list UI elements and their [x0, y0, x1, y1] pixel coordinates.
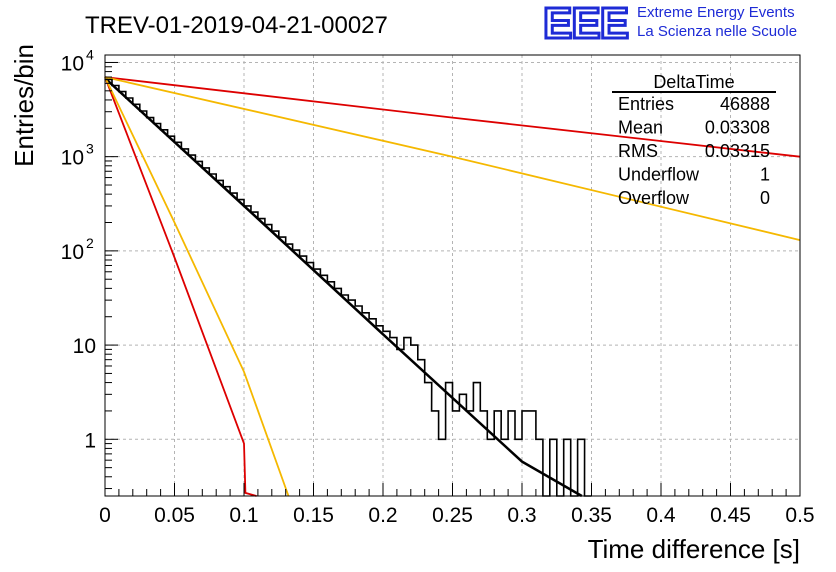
- x-tick-label: 0.35: [571, 504, 612, 527]
- stats-label: RMS: [618, 141, 658, 161]
- grid: [105, 55, 800, 496]
- x-tick-label: 0.4: [646, 504, 676, 527]
- eee-logo-mark: EEE: [543, 2, 629, 42]
- stats-value: 0.03308: [705, 118, 770, 138]
- x-tick-labels: 0 0.05 0.1 0.15 0.2 0.25 0.3 0.35 0.4 0.45 0.5: [99, 504, 814, 527]
- x-tick-label: 0.1: [229, 504, 258, 527]
- y-tick-exponent: 4: [86, 46, 94, 62]
- x-tick-label: 0.25: [432, 504, 473, 527]
- axis-ticks: [104, 61, 801, 496]
- stats-value: 0: [760, 188, 770, 208]
- fit-curve: [104, 76, 801, 241]
- stats-label: Mean: [618, 118, 663, 138]
- chart-title: TREV-01-2019-04-21-00027: [85, 12, 388, 39]
- fit-curve: [104, 76, 290, 497]
- stats-label: Underflow: [618, 165, 700, 185]
- logo-line-2: La Scienza nelle Scuole: [637, 23, 798, 40]
- y-axis-label: Entries/bin: [9, 44, 39, 167]
- stats-value: 0.03315: [705, 141, 770, 161]
- y-tick-exponent: 3: [86, 141, 94, 157]
- y-tick-label: 10: [61, 52, 84, 75]
- histogram: [105, 78, 592, 497]
- x-axis-label: Time difference [s]: [588, 534, 800, 564]
- eee-logo-text: EEE: [543, 2, 628, 42]
- histogram-steps: [105, 78, 592, 497]
- stats-box: DeltaTime Entries 46888 Mean 0.03308 RMS 0.03…: [612, 72, 776, 208]
- fit-curve: [104, 77, 583, 498]
- fit-curves: [104, 76, 801, 498]
- stats-value: 1: [760, 165, 770, 185]
- x-tick-label: 0: [99, 504, 111, 527]
- x-tick-label: 0.2: [368, 504, 397, 527]
- x-tick-label: 0.5: [785, 504, 814, 527]
- fit-curve: [104, 76, 257, 497]
- y-tick-exponent: 2: [86, 235, 94, 251]
- logo-caption: Extreme Energy Events La Scienza nelle S…: [637, 3, 797, 41]
- stats-title: DeltaTime: [653, 72, 734, 92]
- stats-value: 46888: [720, 94, 770, 114]
- y-tick-label: 1: [84, 429, 96, 452]
- x-tick-label: 0.3: [507, 504, 536, 527]
- x-tick-label: 0.45: [710, 504, 751, 527]
- stats-rows: Entries 46888 Mean 0.03308 RMS 0.03315Underfl…: [618, 94, 770, 208]
- y-tick-label: 10: [61, 147, 84, 170]
- stats-label: Entries: [618, 94, 674, 114]
- x-tick-label: 0.05: [154, 504, 195, 527]
- x-tick-label: 0.15: [293, 504, 334, 527]
- fit-curve: [104, 76, 801, 158]
- y-tick-label: 10: [61, 241, 84, 264]
- logo-line-1: Extreme Energy Events: [637, 4, 795, 21]
- y-tick-label: 10: [73, 335, 96, 358]
- stats-label: Overflow: [618, 188, 690, 208]
